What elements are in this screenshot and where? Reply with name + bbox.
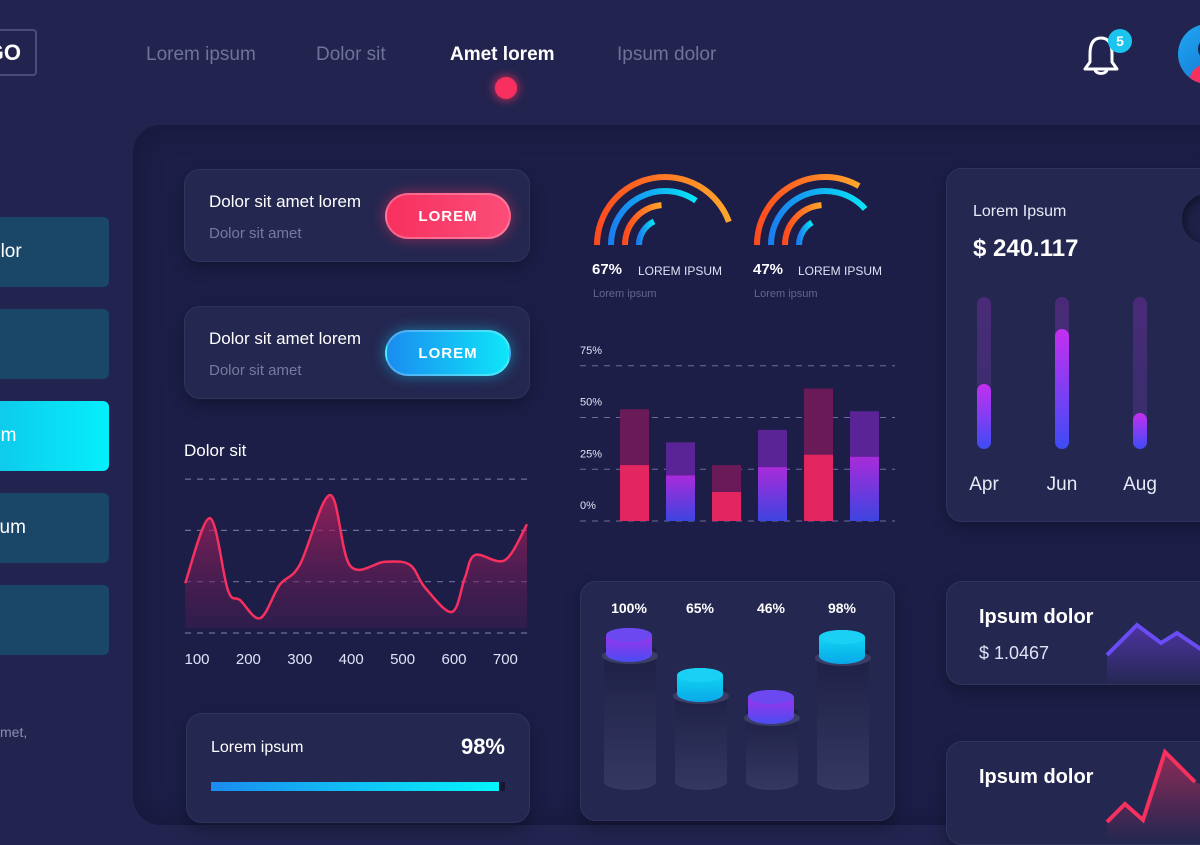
line-chart — [184, 478, 530, 634]
lorem-button-blue[interactable]: LOREM — [385, 330, 511, 376]
gauge-arc — [636, 218, 656, 246]
series-line — [184, 493, 529, 620]
sidebar-item-label: olor — [0, 241, 22, 262]
gauge-arc — [796, 219, 814, 246]
x-tick-label: 300 — [287, 651, 313, 668]
gauge-1-sub: Lorem ipsum — [593, 288, 657, 300]
x-tick-label: 700 — [492, 651, 518, 668]
nav-item-amet-lorem[interactable]: Amet lorem — [450, 44, 555, 65]
x-tick-label: 600 — [441, 651, 467, 668]
card-title: Dolor sit amet lorem — [209, 329, 362, 348]
sidebar-item-label: sum — [0, 517, 26, 538]
cylinder-label: 98% — [827, 600, 857, 616]
bar-lower-segment — [620, 465, 649, 521]
y-tick-label: 75% — [580, 345, 602, 357]
gauge-2-sub: Lorem ipsum — [754, 288, 818, 300]
nav-item-lorem-ipsum[interactable]: Lorem ipsum — [146, 44, 256, 65]
cylinder-label: 46% — [756, 600, 786, 616]
bar-lower-segment — [804, 454, 833, 521]
gauge-arc — [754, 174, 861, 246]
gauge-arc — [594, 174, 732, 246]
cylinder-top — [677, 668, 723, 682]
gauge-2-label: LOREM IPSUM — [798, 264, 883, 278]
nav-item-ipsum-dolor[interactable]: Ipsum dolor — [617, 44, 717, 65]
x-tick-label: 200 — [235, 651, 261, 668]
card-subtitle: Dolor sit amet — [209, 362, 302, 379]
cylinder-column — [675, 688, 727, 790]
level-track — [1133, 297, 1147, 449]
action-card-2: Dolor sit amet lorem Dolor sit amet LORE… — [184, 306, 530, 399]
notification-badge: 5 — [1108, 29, 1132, 53]
gauge-arc — [622, 202, 662, 246]
sidebar-item-5[interactable] — [0, 585, 109, 655]
month-label: Apr — [969, 474, 999, 495]
gauge-1-value: 67% — [592, 261, 623, 278]
sidebar-footer-text: met, — [0, 724, 28, 740]
toggle-knob[interactable] — [1182, 194, 1200, 244]
progress-fill — [211, 782, 500, 791]
level-fill — [1133, 412, 1147, 449]
cylinder-top — [748, 690, 794, 704]
revenue-card: Lorem Ipsum $ 240.117 — [946, 168, 1200, 522]
line-chart-title: Dolor sit — [184, 441, 247, 460]
cylinder-top — [819, 630, 865, 644]
gauge-arc — [768, 188, 868, 246]
active-nav-indicator — [495, 77, 517, 99]
mini-card-2: Ipsum dolor — [946, 741, 1200, 845]
avatar[interactable] — [1178, 24, 1200, 84]
gauge-arcs — [594, 174, 868, 246]
gauge-2-value: 47% — [753, 261, 784, 278]
sparkline-purple — [1105, 622, 1200, 684]
bar-lower-segment — [850, 456, 879, 521]
sidebar-item-2[interactable] — [0, 309, 109, 379]
stacked-bar-chart: 0% 25% 50% 75% — [580, 345, 895, 522]
bar-lower-segment — [758, 467, 787, 521]
month-label: Jun — [1046, 474, 1078, 495]
mini-card-title: Ipsum dolor — [979, 766, 1094, 788]
x-tick-label: 500 — [390, 651, 416, 668]
progress-value: 98% — [460, 734, 505, 759]
mini-card-title: Ipsum dolor — [979, 606, 1094, 628]
bar-lower-segment — [712, 492, 741, 521]
mini-card-1: Ipsum dolor $ 1.0467 — [946, 581, 1200, 685]
progress-track — [211, 782, 505, 791]
lorem-button-pink[interactable]: LOREM — [385, 193, 511, 239]
cylinder-label: 65% — [685, 600, 715, 616]
cylinder-top — [606, 628, 652, 642]
cylinder-column — [817, 650, 869, 790]
level-fill — [977, 383, 991, 449]
card-subtitle: Dolor sit amet — [209, 225, 302, 242]
sparkline-pink — [1105, 748, 1200, 842]
area-fill — [185, 495, 527, 628]
revenue-amount: $ 240.117 — [973, 235, 1079, 262]
logo[interactable]: GO — [0, 29, 37, 76]
card-title: Dolor sit amet lorem — [209, 192, 362, 211]
y-tick-label: 0% — [580, 500, 596, 512]
y-tick-label: 50% — [580, 397, 602, 409]
cylinder-label: 100% — [611, 600, 647, 616]
nav-item-dolor-sit[interactable]: Dolor sit — [316, 44, 386, 65]
progress-card: Lorem ipsum 98% — [186, 713, 530, 823]
cylinder-column — [604, 648, 656, 790]
x-tick-label: 100 — [184, 651, 210, 668]
progress-label: Lorem ipsum — [211, 739, 304, 756]
sidebar-item-4[interactable]: sum — [0, 493, 109, 563]
mini-card-value: $ 1.0467 — [979, 643, 1050, 663]
sidebar-item-label: em — [0, 425, 17, 446]
bar-lower-segment — [666, 475, 695, 521]
sidebar-item-3[interactable]: em — [0, 401, 109, 471]
level-fill — [1055, 328, 1069, 449]
revenue-title: Lorem Ipsum — [973, 203, 1067, 220]
gauge-arc — [608, 188, 698, 246]
gauge-1-label: LOREM IPSUM — [638, 264, 723, 278]
sidebar-item-1[interactable]: olor — [0, 217, 109, 287]
gauge-arc — [782, 202, 822, 246]
month-label: Aug — [1123, 474, 1157, 495]
action-card-1: Dolor sit amet lorem Dolor sit amet LORE… — [184, 169, 530, 262]
y-tick-label: 25% — [580, 448, 602, 460]
x-tick-label: 400 — [338, 651, 364, 668]
